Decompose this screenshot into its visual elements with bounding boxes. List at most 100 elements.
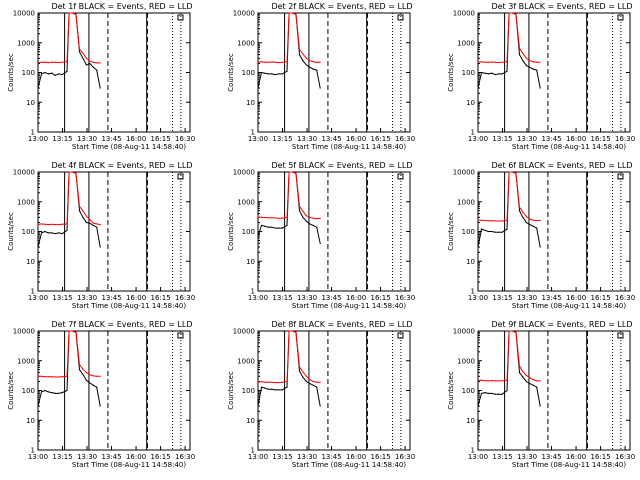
data-point-events xyxy=(491,230,493,233)
data-point-events xyxy=(96,226,98,228)
y-tick-label: 10000 xyxy=(453,169,475,177)
data-point-events xyxy=(494,393,496,395)
data-point-lld xyxy=(274,381,276,384)
data-point-events xyxy=(501,73,503,75)
data-point-lld xyxy=(298,48,301,50)
data-point-lld xyxy=(511,171,514,173)
data-point-lld xyxy=(61,61,63,63)
x-tick-label: 16:15 xyxy=(370,453,390,461)
data-point-events xyxy=(37,87,39,89)
data-point-events xyxy=(271,388,273,390)
y-tick-label: 100 xyxy=(242,69,255,77)
x-tick-label: 16:30 xyxy=(615,294,635,302)
x-tick-label: 16:15 xyxy=(150,294,170,302)
data-point-lld xyxy=(37,62,39,64)
data-point-lld xyxy=(288,330,290,332)
y-tick-label: 10000 xyxy=(233,328,255,336)
data-point-lld xyxy=(260,380,263,383)
data-point-lld xyxy=(291,171,294,173)
panel-det-5f: Det 5f BLACK = Events, RED = LLD 1 10 100 10… xyxy=(227,161,415,310)
data-point-events xyxy=(61,232,63,235)
data-point-events xyxy=(274,73,276,76)
data-point-events xyxy=(47,73,49,75)
data-point-lld xyxy=(92,61,94,63)
x-axis-label: Start Time (08-Aug-11 14:58:40) xyxy=(72,302,186,310)
x-tick-label: 16:00 xyxy=(566,135,586,143)
data-point-lld xyxy=(302,53,304,55)
x-tick-label: 16:00 xyxy=(346,135,366,143)
data-point-lld xyxy=(477,219,479,221)
data-point-events xyxy=(264,387,266,389)
y-tick-label: 1 xyxy=(471,288,475,296)
data-point-lld xyxy=(264,381,266,383)
y-axis-label: Counts/sec xyxy=(7,53,15,92)
data-point-events xyxy=(37,246,39,248)
data-point-lld xyxy=(319,381,321,383)
data-point-lld xyxy=(319,61,321,63)
y-tick-label: 100 xyxy=(462,69,475,77)
panel-det-9f: Det 9f BLACK = Events, RED = LLD 1 10 100 10… xyxy=(447,320,635,469)
data-point-lld xyxy=(532,379,534,381)
x-tick-label: 13:00 xyxy=(468,453,488,461)
y-tick-label: 10 xyxy=(466,258,475,266)
data-point-lld xyxy=(484,219,486,222)
x-tick-label: 13:30 xyxy=(297,135,317,143)
y-axis-label: Counts/sec xyxy=(447,212,455,251)
data-point-lld xyxy=(518,47,521,49)
x-axis-label: Start Time (08-Aug-11 14:58:40) xyxy=(512,302,626,310)
x-tick-label: 13:15 xyxy=(492,453,512,461)
x-tick-label: 13:00 xyxy=(468,294,488,302)
data-point-lld xyxy=(501,61,503,63)
data-point-lld xyxy=(525,57,527,59)
data-point-lld xyxy=(305,57,307,59)
plot-frame xyxy=(477,171,631,292)
data-point-lld xyxy=(58,376,60,378)
y-tick-label: 10000 xyxy=(453,328,475,336)
data-point-events xyxy=(532,68,534,70)
x-tick-label: 13:45 xyxy=(541,453,561,461)
data-point-lld xyxy=(477,61,479,63)
data-point-lld xyxy=(532,61,534,63)
x-tick-label: 16:30 xyxy=(175,294,195,302)
series-line-lld xyxy=(477,12,541,64)
y-axis-label: Counts/sec xyxy=(447,371,455,410)
y-tick-label: 1 xyxy=(31,129,35,137)
x-tick-label: 13:15 xyxy=(492,294,512,302)
y-axis-label: Counts/sec xyxy=(447,53,455,92)
data-point-lld xyxy=(295,172,297,174)
data-point-events xyxy=(487,392,489,394)
y-tick-label: 10000 xyxy=(233,10,255,18)
data-point-events xyxy=(47,391,49,393)
x-tick-label: 13:30 xyxy=(297,453,317,461)
y-tick-label: 1 xyxy=(31,288,35,296)
data-point-lld xyxy=(78,205,81,207)
x-tick-label: 13:15 xyxy=(52,453,72,461)
data-point-lld xyxy=(506,219,508,221)
data-point-events xyxy=(99,405,101,407)
panel-det-2f: Det 2f BLACK = Events, RED = LLD 1 10 100 10… xyxy=(227,2,415,151)
y-axis-label: Counts/sec xyxy=(227,371,235,410)
data-point-events xyxy=(286,70,288,72)
data-point-events xyxy=(267,388,269,390)
data-point-lld xyxy=(302,210,304,212)
data-point-events xyxy=(281,227,283,229)
data-point-events xyxy=(44,230,46,233)
y-tick-label: 10000 xyxy=(453,10,475,18)
data-point-events xyxy=(58,392,60,394)
data-point-lld xyxy=(536,380,538,382)
data-point-lld xyxy=(498,62,500,64)
y-tick-label: 1000 xyxy=(17,39,35,47)
data-point-lld xyxy=(539,380,541,382)
y-tick-label: 1000 xyxy=(237,198,255,206)
data-point-events xyxy=(309,223,311,225)
plot-frame xyxy=(257,171,411,292)
x-tick-label: 16:30 xyxy=(615,135,635,143)
data-point-lld xyxy=(288,12,290,14)
data-point-events xyxy=(47,232,49,234)
data-point-events xyxy=(532,225,534,227)
x-tick-label: 16:30 xyxy=(395,453,415,461)
data-point-events xyxy=(96,386,98,388)
data-point-lld xyxy=(295,331,297,333)
data-point-lld xyxy=(58,62,60,64)
data-point-lld xyxy=(532,219,534,221)
